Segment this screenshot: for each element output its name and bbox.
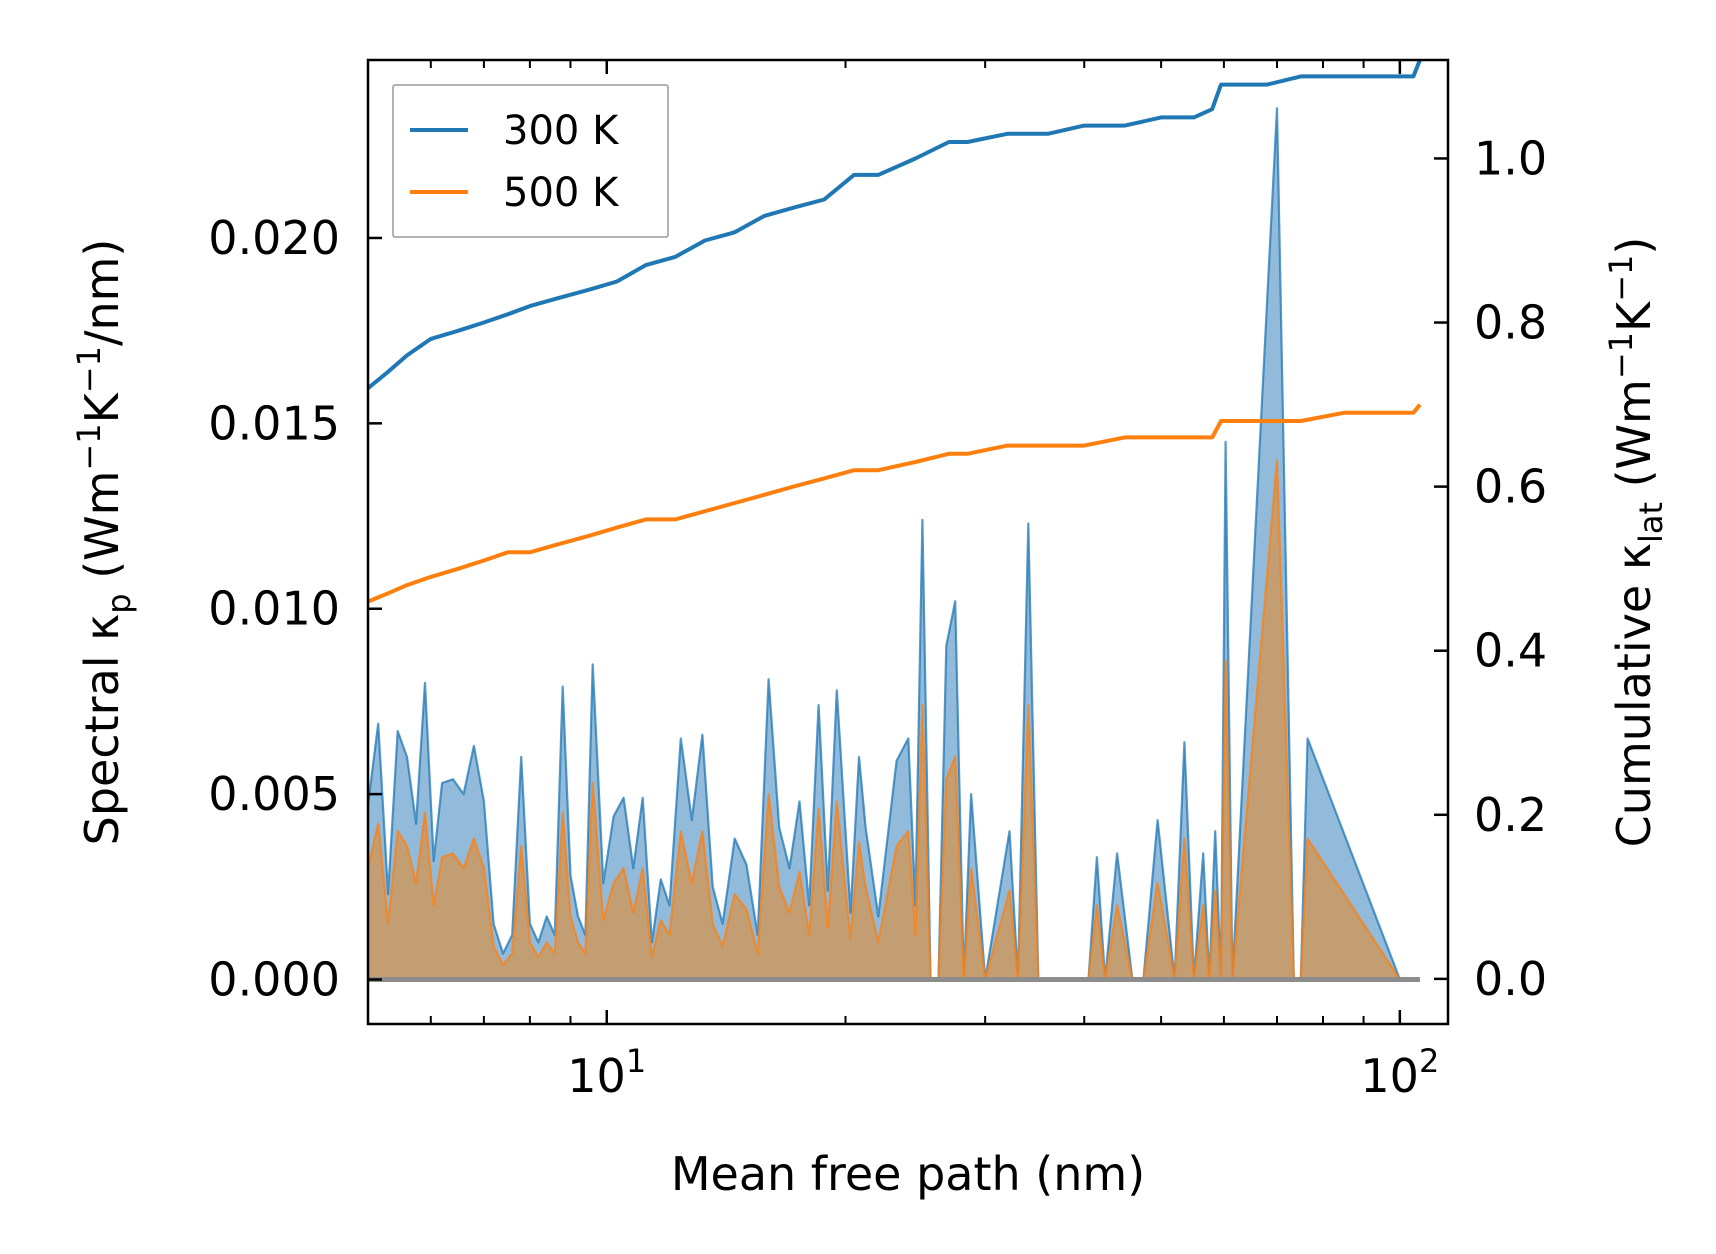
y-right-tick-label: 0.8 xyxy=(1474,296,1547,350)
series-group xyxy=(368,60,1422,983)
legend-entry: 500 K xyxy=(503,170,620,216)
x-tick-label: 101 xyxy=(567,1042,646,1103)
y-left-tick-label: 0.015 xyxy=(208,396,340,450)
x-tick-label: 102 xyxy=(1360,1042,1439,1103)
y-right-axis-label: Cumulative κlat (Wm−1K−1) xyxy=(1602,237,1670,848)
y-left-tick-label: 0.010 xyxy=(208,582,340,636)
y-right-tick-label: 1.0 xyxy=(1474,131,1547,185)
y-right-tick-label: 0.4 xyxy=(1474,624,1547,678)
y-right-tick-label: 0.0 xyxy=(1474,952,1547,1006)
y-left-axis-label: Spectral κp (Wm−1K−1/nm) xyxy=(70,239,138,846)
y-left-tick-label: 0.020 xyxy=(208,211,340,265)
plot-area xyxy=(368,60,1422,983)
x-axis-label: Mean free path (nm) xyxy=(671,1147,1145,1201)
y-left-tick-label: 0.000 xyxy=(208,953,340,1007)
y-right-tick-label: 0.2 xyxy=(1474,788,1547,842)
legend: 300 K 500 K xyxy=(392,84,669,238)
y-left-tick-label: 0.005 xyxy=(208,767,340,821)
legend-box xyxy=(392,84,669,238)
cumulative-line-500k xyxy=(368,403,1422,604)
y-right-tick-label: 0.6 xyxy=(1474,460,1547,514)
cumulative-line-300k xyxy=(368,60,1422,390)
plot-frame xyxy=(366,58,1450,1026)
spectral-fill-500k xyxy=(368,460,1420,980)
axes: 101 102 0.000 0.005 0.010 0.015 0.020 0.0 0.2 0.4… xyxy=(70,58,1670,1103)
legend-entry: 300 K xyxy=(503,108,620,154)
